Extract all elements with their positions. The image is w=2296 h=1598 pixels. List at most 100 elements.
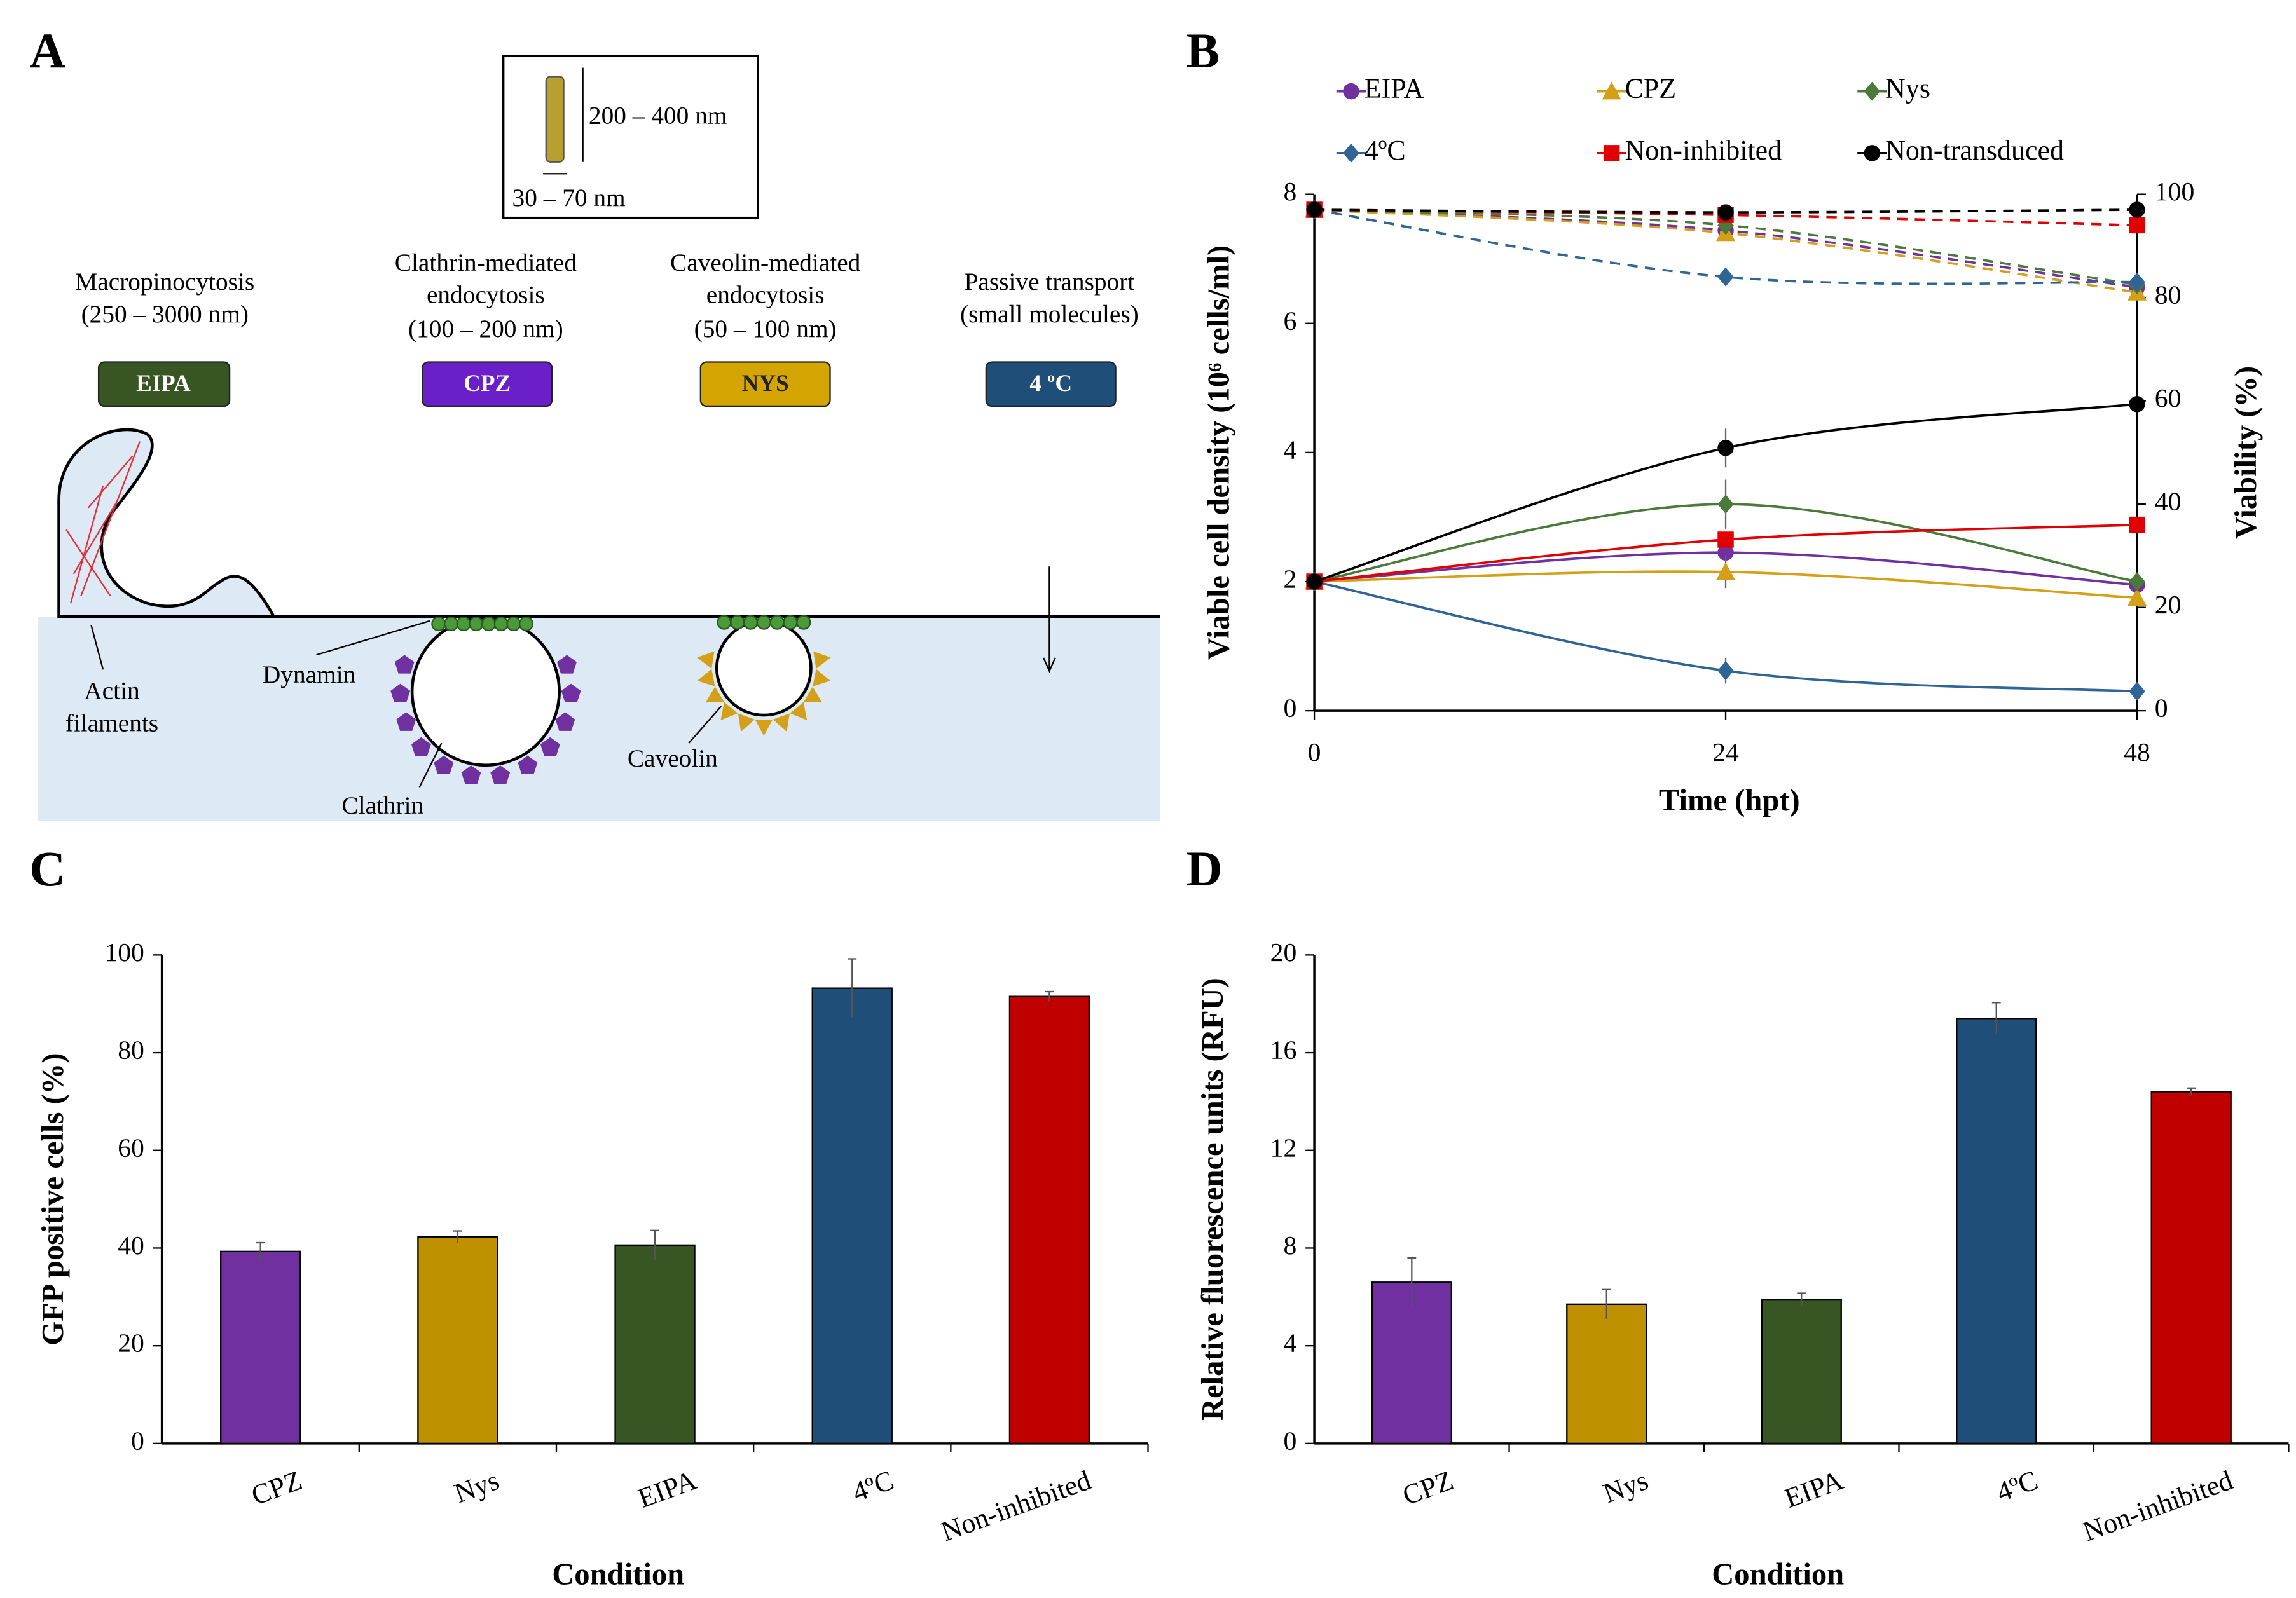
bar bbox=[1761, 1298, 1842, 1445]
y-tick-label: 100 bbox=[104, 938, 144, 967]
pathway-label: endocytosis bbox=[427, 281, 545, 309]
cytoplasm bbox=[38, 616, 1160, 821]
marker bbox=[2127, 588, 2147, 606]
y-tick-label: 16 bbox=[1270, 1036, 1297, 1065]
clathrin-unit bbox=[411, 737, 431, 756]
caveolin-unit bbox=[720, 702, 738, 721]
x-axis-title: Time (hpt) bbox=[1659, 783, 1800, 817]
legend-label: EIPA bbox=[1365, 73, 1424, 104]
clathrin-unit bbox=[557, 655, 577, 674]
marker bbox=[1717, 267, 1734, 287]
y-tick-label: 0 bbox=[131, 1426, 144, 1456]
y-tick-label: 40 bbox=[118, 1231, 144, 1260]
annotation: Clathrin bbox=[341, 791, 423, 819]
x-tick-label: EIPA bbox=[634, 1465, 701, 1514]
y-tick-label: 2 bbox=[1283, 565, 1296, 594]
pathway-label: (50 – 100 nm) bbox=[694, 315, 837, 343]
clathrin-unit bbox=[490, 765, 511, 784]
pathway-label: Passive transport bbox=[965, 268, 1135, 296]
panel-label: D bbox=[1186, 842, 1223, 897]
y-axis-title: Relative fluorescence units (RFU) bbox=[1195, 978, 1230, 1421]
viability-line bbox=[1314, 208, 2138, 285]
x-tick-label: 4ºC bbox=[848, 1465, 898, 1508]
dynamin-unit bbox=[506, 616, 521, 632]
y-tick-label: 4 bbox=[1283, 1329, 1296, 1358]
dynamin-unit bbox=[783, 615, 798, 630]
membrane-ruffle bbox=[57, 428, 277, 618]
caveolin-unit bbox=[804, 686, 823, 703]
y2-tick-label: 20 bbox=[2155, 591, 2182, 620]
x-tick-label: 0 bbox=[1308, 738, 1321, 767]
clathrin-unit bbox=[394, 655, 415, 674]
inhibitor-label: 4 ºC bbox=[1029, 371, 1072, 397]
caveolin-unit bbox=[813, 669, 830, 686]
marker bbox=[2129, 217, 2145, 234]
marker bbox=[1717, 440, 1734, 456]
caveolin-unit bbox=[755, 720, 773, 736]
x-tick-label: 48 bbox=[2124, 738, 2150, 767]
y-tick-label: 8 bbox=[1283, 177, 1296, 207]
clathrin-vesicle bbox=[410, 616, 561, 767]
pointer bbox=[316, 620, 430, 656]
x-tick-label: Non-inhibited bbox=[2079, 1465, 2237, 1547]
dynamin-unit bbox=[456, 616, 471, 632]
x-tick-label: CPZ bbox=[247, 1465, 306, 1512]
caveolin-unit bbox=[773, 713, 790, 732]
annotation: Dynamin bbox=[263, 660, 356, 688]
caveolin-unit bbox=[697, 651, 715, 669]
clathrin-unit bbox=[434, 755, 454, 775]
dynamin-unit bbox=[769, 615, 785, 630]
legend-marker bbox=[1864, 81, 1881, 101]
caveolin-unit bbox=[738, 713, 755, 732]
x-tick-label: Nys bbox=[1599, 1465, 1652, 1509]
legend-marker bbox=[1343, 83, 1359, 100]
pathway-label: Macropinocytosis bbox=[75, 268, 254, 296]
y2-tick-label: 40 bbox=[2155, 488, 2182, 517]
clathrin-unit bbox=[540, 737, 560, 756]
panel-label: A bbox=[29, 24, 65, 79]
x-tick-label: Nys bbox=[450, 1465, 503, 1509]
y2-tick-label: 0 bbox=[2155, 694, 2168, 723]
legend-label: Non-transduced bbox=[1885, 135, 2064, 166]
clathrin-unit bbox=[561, 683, 581, 702]
clathrin-unit bbox=[461, 765, 481, 784]
pointer bbox=[418, 742, 443, 788]
x-axis-title: Condition bbox=[1712, 1557, 1844, 1592]
legend-marker bbox=[1864, 145, 1881, 161]
dynamin-unit bbox=[796, 615, 811, 630]
dynamin-unit bbox=[743, 615, 759, 630]
dynamin-unit bbox=[493, 616, 509, 632]
caveolin-vesicle bbox=[715, 619, 813, 717]
clathrin-unit bbox=[518, 755, 538, 775]
x-tick-label: Non-inhibited bbox=[937, 1465, 1096, 1547]
legend-label: Non-inhibited bbox=[1625, 135, 1782, 166]
dynamin-unit bbox=[431, 616, 446, 632]
inset-width: 30 – 70 nm bbox=[512, 184, 626, 212]
pathway-label: (small molecules) bbox=[960, 300, 1139, 328]
inset-length: 200 – 400 nm bbox=[589, 101, 727, 129]
bar bbox=[1371, 1281, 1452, 1445]
y-tick-label: 0 bbox=[1283, 694, 1296, 723]
marker bbox=[2129, 681, 2145, 701]
y-axis-title: GFP positive cells (%) bbox=[36, 1053, 70, 1346]
x-axis-title: Condition bbox=[552, 1557, 684, 1592]
marker bbox=[1715, 562, 1736, 580]
bar bbox=[811, 987, 893, 1445]
y2-tick-label: 100 bbox=[2155, 177, 2194, 207]
x-tick-label: 24 bbox=[1712, 738, 1739, 767]
pathway-label: (100 – 200 nm) bbox=[408, 315, 563, 343]
bar bbox=[1566, 1303, 1647, 1445]
y-tick-label: 20 bbox=[118, 1329, 144, 1358]
inhibitor-label: CPZ bbox=[464, 371, 511, 397]
inhibitor-label: NYS bbox=[742, 371, 789, 397]
inhibitor-box bbox=[985, 361, 1117, 407]
bar bbox=[614, 1244, 696, 1445]
dynamin-unit bbox=[469, 616, 484, 632]
inhibitor-box bbox=[97, 361, 231, 407]
y-tick-label: 20 bbox=[1270, 938, 1297, 967]
x-tick-label: EIPA bbox=[1780, 1465, 1847, 1514]
y2-tick-label: 80 bbox=[2155, 281, 2182, 310]
clathrin-unit bbox=[555, 712, 575, 731]
y-tick-label: 12 bbox=[1270, 1133, 1297, 1163]
